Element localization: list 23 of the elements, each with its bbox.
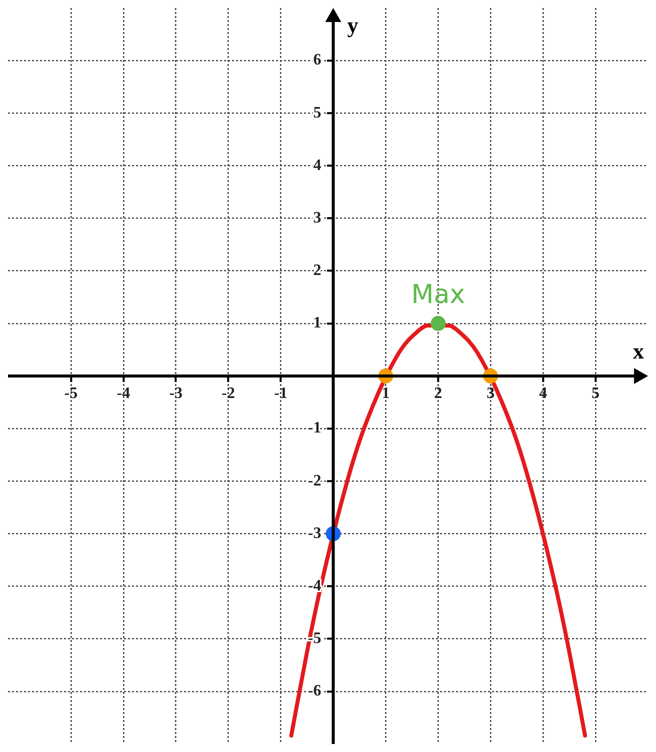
x-tick-label: -5 (64, 385, 78, 402)
y-tick-label: 6 (313, 52, 322, 69)
y-tick-label: 5 (313, 104, 322, 122)
y-tick-label: 2 (313, 262, 322, 279)
x-tick-label: -3 (169, 385, 183, 402)
x-tick-label: 4 (539, 385, 548, 402)
y-tick-label: 4 (313, 156, 322, 174)
x-tick-label: 5 (592, 385, 600, 402)
y-axis-title: y (347, 12, 358, 38)
x-tick-label: 1 (382, 385, 390, 402)
y-tick-label: -3 (308, 524, 322, 542)
y-tick-label: -2 (308, 472, 322, 490)
x-tick-label: 2 (434, 385, 442, 402)
x-tick-label: -4 (116, 385, 130, 402)
y-tick-label: -1 (308, 420, 322, 437)
x-axis-title: x (633, 338, 644, 364)
y-tick-label: -6 (308, 682, 322, 700)
x-tick-label: -2 (222, 385, 235, 402)
y-tick-label: 1 (313, 314, 322, 332)
annotation: Max (411, 280, 466, 310)
x-tick-label: -1 (274, 385, 288, 402)
y-tick-label: 3 (313, 209, 322, 226)
x-tick-label: 3 (486, 385, 495, 402)
